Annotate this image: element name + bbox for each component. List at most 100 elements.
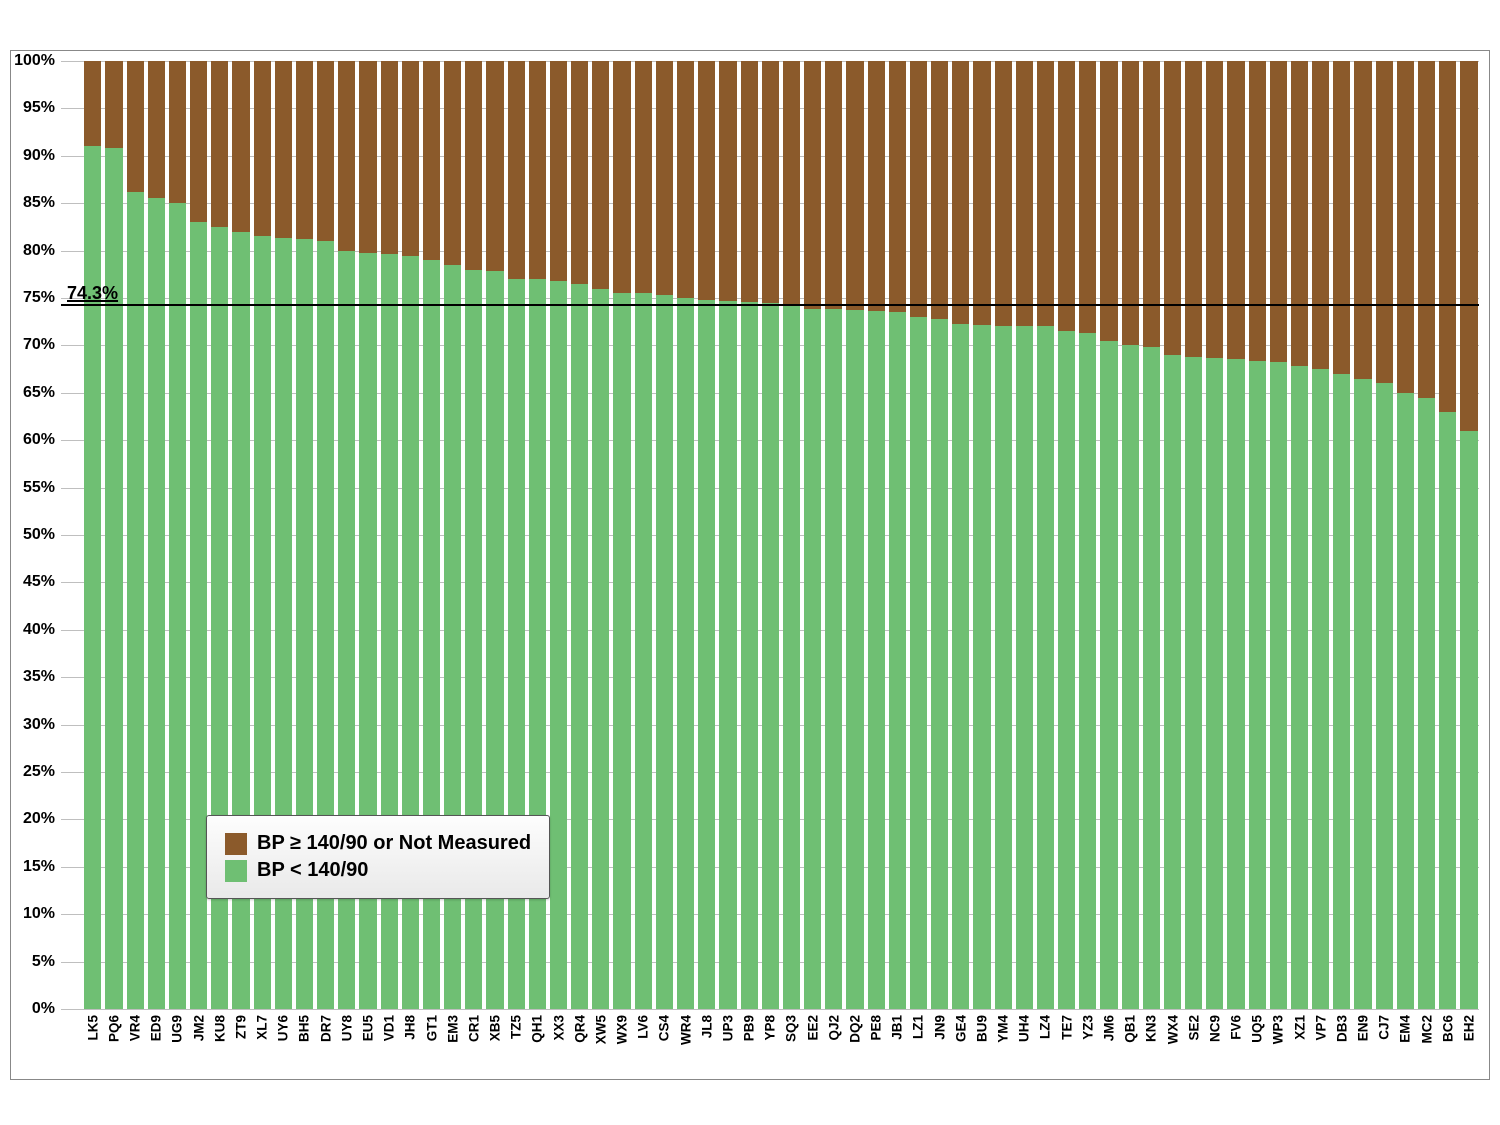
bar-segment-bottom [952, 324, 969, 1009]
bar [1270, 61, 1287, 1009]
x-tick-label: JB1 [890, 1015, 905, 1040]
bar-segment-top [1016, 61, 1033, 326]
bar-segment-top [1249, 61, 1266, 361]
bar [592, 61, 609, 1009]
bar [1122, 61, 1139, 1009]
bar-segment-top [762, 61, 779, 303]
bar-segment-bottom [1016, 326, 1033, 1009]
x-tick-label: XL7 [255, 1015, 270, 1040]
bar-segment-bottom [84, 146, 101, 1009]
bar-segment-bottom [1460, 431, 1477, 1009]
bar-segment-bottom [1270, 362, 1287, 1009]
bar [127, 61, 144, 1009]
bar-segment-top [508, 61, 525, 279]
bar-segment-top [1100, 61, 1117, 341]
bar-segment-top [550, 61, 567, 281]
x-tick-label: LK5 [85, 1015, 100, 1041]
bar [804, 61, 821, 1009]
bar-slot: BU9 [971, 61, 992, 1009]
bar-segment-top [1354, 61, 1371, 379]
bar-slot: FV6 [1225, 61, 1246, 1009]
bar-segment-top [84, 61, 101, 146]
legend-item-top: BP ≥ 140/90 or Not Measured [225, 832, 531, 855]
bar-segment-top [1376, 61, 1393, 383]
x-tick-label: QH1 [530, 1015, 545, 1043]
y-tick-label: 40% [23, 621, 55, 639]
bar-segment-bottom [973, 325, 990, 1009]
bar-slot: UH4 [1014, 61, 1035, 1009]
bar [1439, 61, 1456, 1009]
x-tick-label: LZ4 [1038, 1015, 1053, 1039]
bar-slot: XW5 [590, 61, 611, 1009]
bar-slot: CS4 [654, 61, 675, 1009]
bar-slot: PB9 [739, 61, 760, 1009]
bar [190, 61, 207, 1009]
x-tick-label: BU9 [974, 1015, 989, 1042]
bar-segment-top [211, 61, 228, 227]
x-tick-label: MC2 [1419, 1015, 1434, 1044]
bar-segment-top [1079, 61, 1096, 333]
bar [1227, 61, 1244, 1009]
bar [1079, 61, 1096, 1009]
bar-segment-top [1291, 61, 1308, 366]
bar-segment-top [486, 61, 503, 271]
bar-slot: DQ2 [844, 61, 865, 1009]
x-tick-label: DQ2 [847, 1015, 862, 1043]
bar-segment-top [317, 61, 334, 241]
bar [1312, 61, 1329, 1009]
bar-segment-top [677, 61, 694, 298]
bar-segment-top [952, 61, 969, 324]
bar-segment-bottom [1397, 393, 1414, 1009]
bar [762, 61, 779, 1009]
bar-segment-bottom [910, 317, 927, 1009]
x-tick-label: JL8 [699, 1015, 714, 1038]
bar [1354, 61, 1371, 1009]
bar [1397, 61, 1414, 1009]
bar-segment-bottom [1143, 347, 1160, 1009]
x-tick-label: VD1 [382, 1015, 397, 1041]
bar [698, 61, 715, 1009]
x-tick-label: YP8 [763, 1015, 778, 1041]
bar-segment-bottom [825, 309, 842, 1009]
x-tick-label: XW5 [593, 1015, 608, 1044]
bar [105, 61, 122, 1009]
bar-segment-bottom [931, 319, 948, 1009]
bar-segment-top [931, 61, 948, 319]
bar [952, 61, 969, 1009]
y-tick-label: 85% [23, 194, 55, 212]
x-tick-label: QR4 [572, 1015, 587, 1043]
bar-segment-bottom [127, 192, 144, 1009]
bar-segment-top [338, 61, 355, 251]
bar-slot: ED9 [146, 61, 167, 1009]
x-tick-label: XZ1 [1292, 1015, 1307, 1040]
x-tick-label: XB5 [488, 1015, 503, 1041]
bar-segment-top [1206, 61, 1223, 358]
bar-segment-top [1185, 61, 1202, 357]
x-tick-label: ZT9 [233, 1015, 248, 1039]
bar [1333, 61, 1350, 1009]
bar-segment-top [359, 61, 376, 252]
bar-slot: QJ2 [823, 61, 844, 1009]
bar-segment-bottom [1206, 358, 1223, 1009]
bar [677, 61, 694, 1009]
bar-segment-bottom [1418, 398, 1435, 1009]
bar-slot: SQ3 [781, 61, 802, 1009]
x-tick-label: WP3 [1271, 1015, 1286, 1044]
x-tick-label: DR7 [318, 1015, 333, 1042]
x-tick-label: UY6 [276, 1015, 291, 1041]
x-tick-label: JN9 [932, 1015, 947, 1040]
bar-segment-bottom [995, 326, 1012, 1010]
bar [613, 61, 630, 1009]
bar-segment-bottom [1058, 331, 1075, 1009]
y-tick-label: 20% [23, 810, 55, 828]
bar-segment-bottom [1354, 379, 1371, 1009]
x-tick-label: WX9 [615, 1015, 630, 1044]
gridline [61, 1009, 1479, 1010]
bar-segment-bottom [635, 293, 652, 1009]
x-tick-label: WX4 [1165, 1015, 1180, 1044]
bar [868, 61, 885, 1009]
bar [1185, 61, 1202, 1009]
bar-slot: YM4 [993, 61, 1014, 1009]
bar-segment-top [783, 61, 800, 305]
x-tick-label: FV6 [1229, 1015, 1244, 1040]
